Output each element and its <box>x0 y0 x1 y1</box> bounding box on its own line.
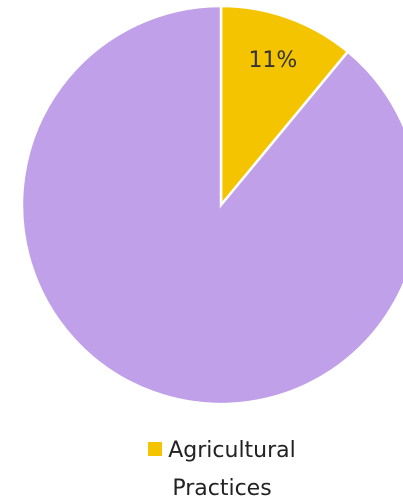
legend: Agricultural Practices <box>122 432 322 503</box>
legend-swatch <box>148 442 163 456</box>
pie-slice <box>20 4 403 406</box>
legend-item: Agricultural Practices <box>148 438 296 501</box>
pie-slice <box>219 4 350 209</box>
data-label: 11% <box>248 48 297 73</box>
legend-label: Agricultural Practices <box>168 438 296 501</box>
